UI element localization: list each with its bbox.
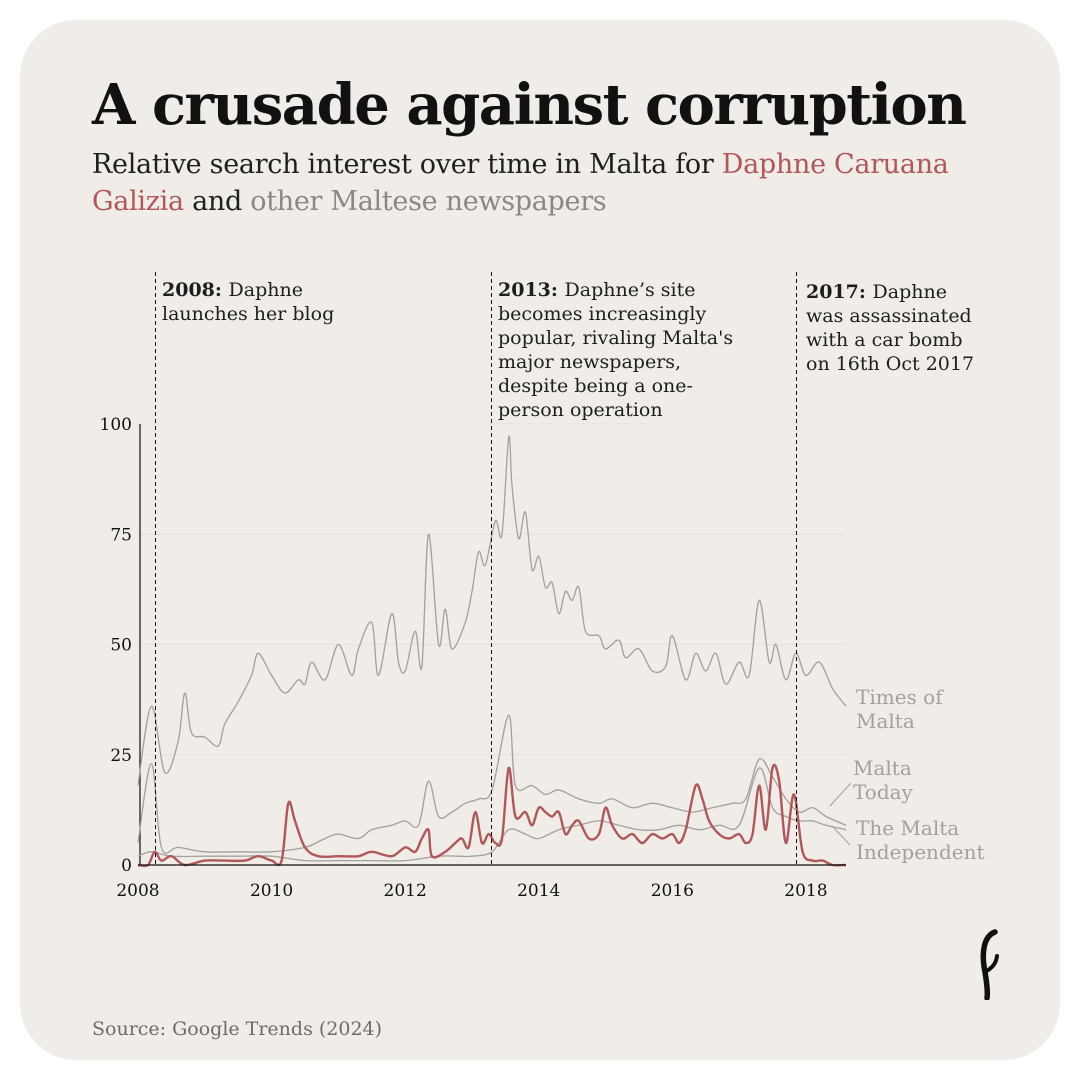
subtitle-newspapers: other Maltese newspapers (250, 186, 607, 217)
x-tick-label-2012: 2012 (384, 881, 427, 901)
series-label-times-of-malta: Times of Malta (856, 685, 944, 733)
subtitle-text: Relative search interest over time in Ma… (92, 149, 722, 180)
chart-subtitle: Relative search interest over time in Ma… (92, 146, 972, 220)
annotation-line-text: Daphne’s site (565, 279, 696, 301)
series-label-the-malta-independent: The Malta Independent (856, 816, 985, 864)
card-background (20, 20, 1060, 1060)
annotation-line-text: was assassinated (806, 305, 972, 327)
annotation-text-2013: 2013: Daphne’s site becomes increasingly p… (498, 279, 733, 421)
subtitle-daphne: Daphne Caruana Galizia (92, 149, 949, 217)
annotation-line-text: person operation (498, 399, 663, 421)
brand-logo-icon (980, 929, 999, 1000)
series-line-times-of-malta (137, 435, 847, 786)
source-note: Source: Google Trends (2024) (92, 1018, 383, 1040)
y-tick-label-50: 50 (110, 636, 132, 656)
annotation-text-2008: 2008: Daphne launches her blog (162, 279, 334, 325)
annotation-line-text: becomes increasingly (498, 303, 706, 325)
annotation-line-text: on 16th Oct 2017 (806, 353, 974, 375)
series-label-line: The Malta (856, 816, 959, 840)
series-label-line: Independent (856, 840, 985, 864)
x-tick-label-2018: 2018 (784, 881, 827, 901)
series-leader-line (829, 782, 852, 807)
series-label-line: Today (853, 780, 914, 804)
annotation-line-text: launches her blog (162, 303, 334, 325)
y-tick-label-100: 100 (100, 415, 132, 435)
annotation-year: 2013: (498, 279, 565, 301)
series-label-line: Malta (856, 709, 915, 733)
y-tick-label-0: 0 (121, 856, 132, 876)
annotation-year: 2008: (162, 279, 229, 301)
x-tick-label-2014: 2014 (517, 881, 560, 901)
x-tick-label-2010: 2010 (250, 881, 293, 901)
annotation-line-text: despite being a one- (498, 375, 693, 397)
subtitle-and: and (183, 186, 251, 217)
annotation-year: 2017: (806, 281, 873, 303)
chart-title: A crusade against corruption (92, 72, 967, 138)
annotation-text-2017: 2017: Daphne was assassinated with a car b… (806, 281, 974, 375)
series-line-daphne-caruana-galizia (137, 763, 847, 868)
series-label-line: Malta (853, 756, 912, 780)
series-line-the-malta-independent (137, 767, 847, 862)
series-leader-line (831, 825, 851, 846)
annotation-line-text: Daphne (229, 279, 303, 301)
annotation-line-text: Daphne (873, 281, 947, 303)
annotation-line-text: with a car bomb (806, 329, 963, 351)
series-label-line: Times of (856, 685, 944, 709)
annotation-line-text: popular, rivaling Malta's (498, 327, 733, 349)
series-line-malta-today (137, 714, 847, 854)
x-tick-label-2016: 2016 (651, 881, 694, 901)
series-label-malta-today: Malta Today (853, 756, 914, 804)
y-tick-label-75: 75 (110, 525, 132, 545)
annotation-line-text: major newspapers, (498, 351, 681, 373)
x-tick-label-2008: 2008 (116, 881, 159, 901)
y-tick-label-25: 25 (110, 746, 132, 766)
